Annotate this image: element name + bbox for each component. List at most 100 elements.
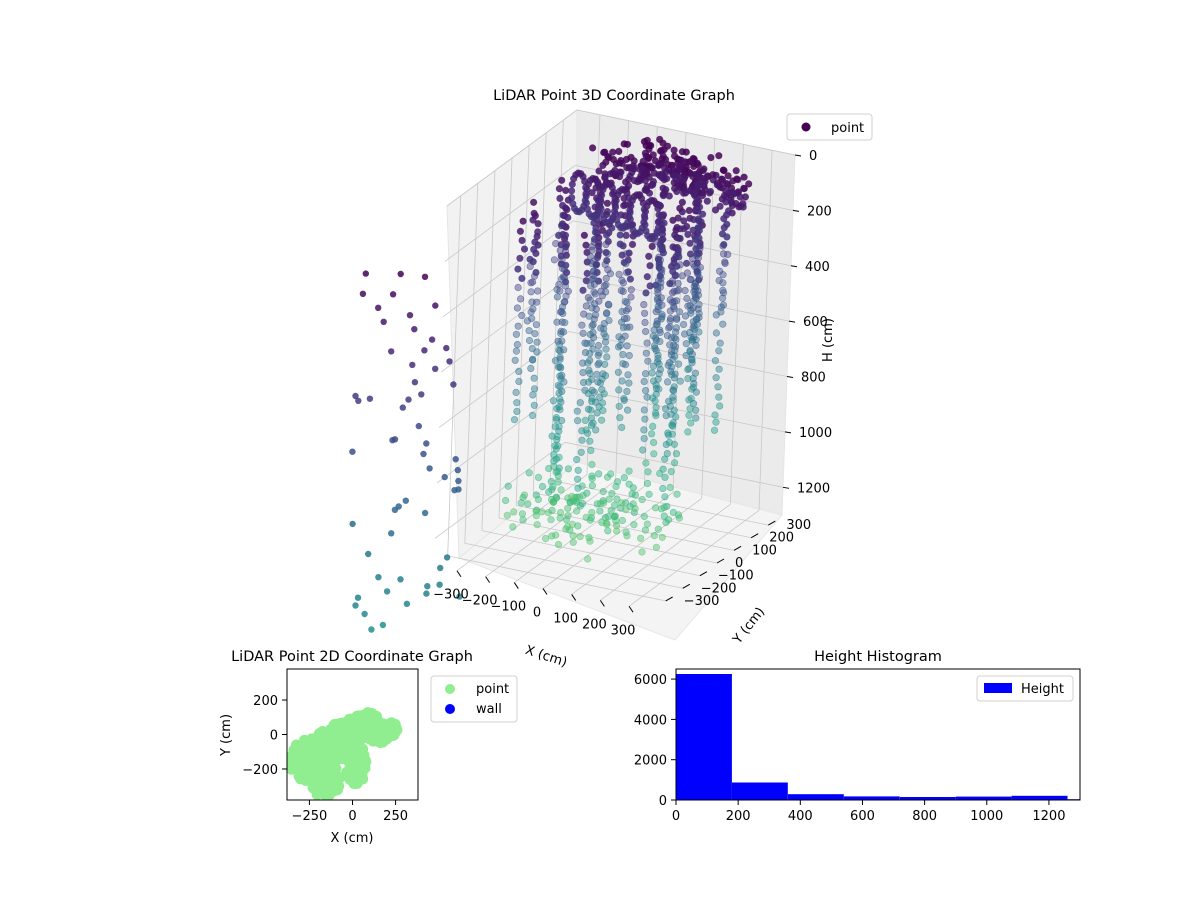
- point-3d: [588, 322, 596, 330]
- point-3d: [513, 399, 521, 407]
- point-3d: [656, 469, 664, 478]
- point-3d: [678, 208, 686, 216]
- point-3d: [642, 289, 650, 297]
- histogram-bar: [787, 794, 844, 800]
- point-3d: [568, 180, 576, 188]
- point-3d: [603, 208, 612, 216]
- point-3d: [532, 491, 540, 499]
- point-3d: [620, 395, 628, 403]
- point-3d: [685, 411, 693, 419]
- point-3d: [555, 423, 563, 431]
- legend-2d: point wall: [430, 675, 518, 723]
- point-3d: [550, 497, 558, 505]
- point-3d: [589, 257, 598, 265]
- point-3d: [607, 470, 615, 478]
- grid-3d-line: [701, 138, 716, 499]
- point-3d: [642, 459, 650, 467]
- point-2d: [332, 773, 344, 785]
- point-3d-outlier: [420, 450, 427, 458]
- tick-3d-x: [628, 605, 634, 613]
- point-3d-outlier: [437, 564, 444, 572]
- point-3d: [557, 222, 566, 230]
- point-3d: [599, 497, 607, 505]
- point-3d-outlier: [421, 273, 429, 280]
- grid-3d-line: [586, 114, 601, 475]
- tick-label-3d-x: −100: [490, 600, 526, 615]
- point-3d: [689, 297, 698, 305]
- point-3d: [712, 374, 720, 382]
- point-3d: [656, 328, 664, 337]
- point-3d: [723, 233, 731, 241]
- point-3d: [587, 446, 595, 455]
- point-3d: [518, 236, 526, 244]
- point-3d: [608, 489, 616, 498]
- point-3d: [686, 157, 695, 165]
- point-3d-outlier: [349, 448, 356, 455]
- point-3d: [580, 310, 588, 318]
- tick-3d-x: [513, 582, 519, 589]
- point-2d: [313, 728, 325, 740]
- point-3d: [641, 370, 650, 378]
- point-3d: [649, 151, 657, 159]
- point-3d: [564, 494, 572, 502]
- point-3d: [696, 263, 705, 272]
- tick-label-2d-y: 200: [253, 694, 278, 709]
- point-3d: [590, 288, 598, 296]
- grid-3d: [434, 109, 796, 607]
- point-3d: [665, 324, 673, 332]
- point-3d: [558, 416, 566, 425]
- tick-3d-x: [542, 588, 548, 595]
- point-3d: [618, 516, 627, 525]
- point-3d: [582, 183, 590, 192]
- point-3d: [602, 178, 610, 186]
- point-3d: [584, 378, 593, 386]
- tick-label-3d-x: 100: [553, 611, 578, 626]
- tick-label-histogram-y: 4000: [634, 713, 667, 728]
- point-3d: [658, 533, 666, 541]
- point-3d: [553, 432, 561, 441]
- point-3d: [588, 508, 596, 517]
- point-3d: [687, 394, 695, 403]
- point-3d: [694, 181, 702, 189]
- point-3d: [716, 202, 724, 210]
- point-3d: [680, 225, 688, 233]
- point-3d: [520, 491, 529, 499]
- point-3d: [544, 509, 552, 517]
- point-3d: [674, 280, 682, 288]
- tick-3d-y: [682, 583, 691, 589]
- point-3d: [554, 540, 563, 549]
- point-3d: [534, 228, 542, 236]
- point-3d: [554, 442, 562, 450]
- tick-label-2d-y: 0: [270, 729, 278, 744]
- point-3d: [583, 269, 591, 278]
- point-3d: [619, 351, 627, 359]
- point-3d: [558, 318, 566, 326]
- point-3d: [639, 446, 647, 454]
- tick-3d-y: [699, 571, 708, 577]
- point-3d-outlier: [349, 520, 356, 528]
- point-3d: [599, 499, 608, 507]
- point-3d: [557, 275, 566, 283]
- point-3d: [693, 236, 701, 244]
- point-3d: [666, 483, 674, 492]
- point-3d: [527, 308, 535, 316]
- point-3d: [618, 251, 626, 259]
- point-3d: [586, 349, 594, 358]
- point-3d: [573, 456, 581, 464]
- point-3d: [664, 516, 673, 524]
- point-3d: [529, 216, 537, 224]
- point-3d: [595, 297, 603, 305]
- point-3d: [672, 450, 681, 458]
- point-3d: [512, 388, 520, 397]
- grid-3d-line: [498, 517, 718, 564]
- point-3d: [740, 184, 748, 192]
- legend-histogram-label: Height: [1021, 682, 1064, 697]
- point-3d-outlier: [421, 509, 429, 517]
- tick-3d-x: [456, 570, 462, 578]
- point-3d: [513, 340, 522, 349]
- point-3d: [527, 279, 535, 287]
- point-3d: [526, 262, 534, 271]
- point-3d: [593, 370, 601, 378]
- point-3d: [518, 311, 526, 320]
- point-3d: [618, 377, 626, 385]
